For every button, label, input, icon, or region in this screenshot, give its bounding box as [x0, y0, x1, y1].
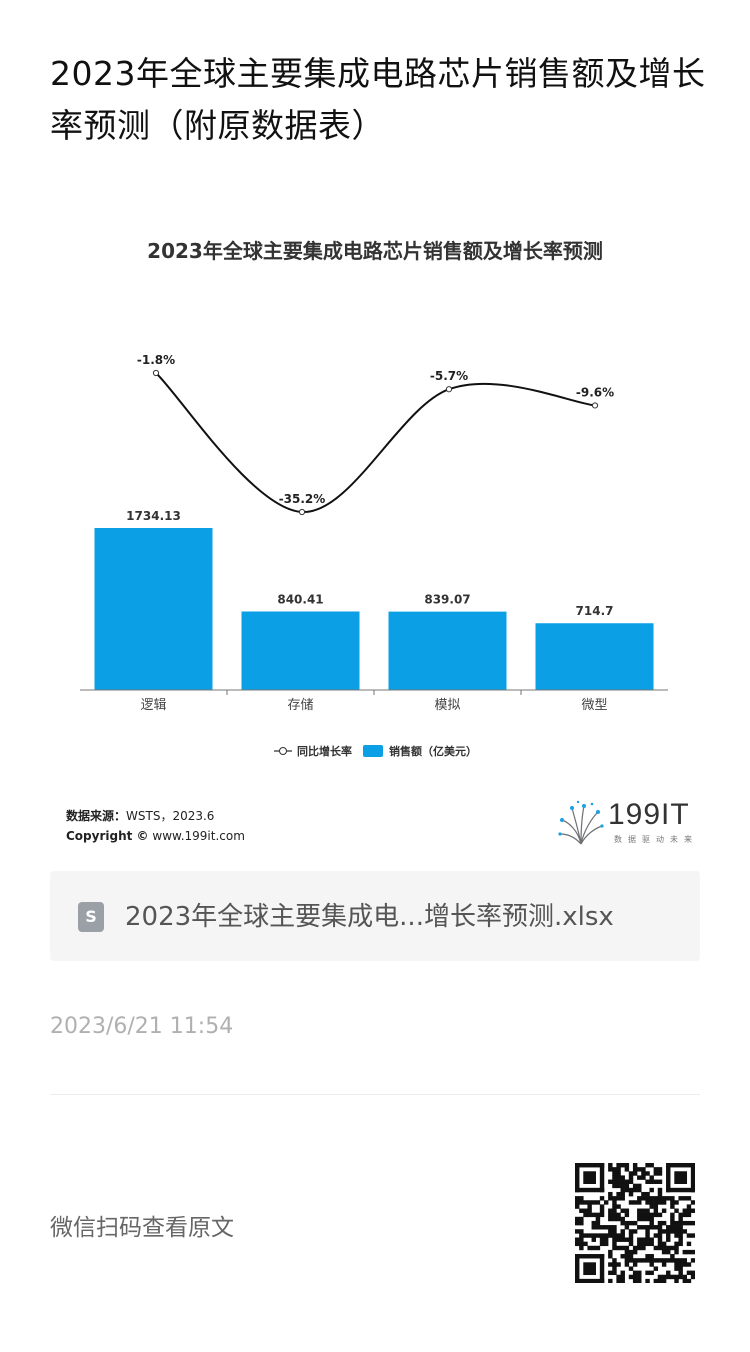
growth-label-1: -35.2%: [279, 492, 326, 506]
growth-point-0: [152, 369, 160, 377]
timestamp: 2023/6/21 11:54: [50, 1014, 234, 1039]
logo-text: 199IT: [608, 798, 690, 831]
x-tick-label-1: 存储: [287, 698, 313, 713]
growth-label-2: -5.7%: [430, 369, 468, 383]
chart-title: 2023年全球主要集成电路芯片销售额及增长率预测: [147, 239, 603, 263]
x-tick-label-3: 微型: [581, 698, 607, 713]
qr-code-icon[interactable]: [575, 1163, 695, 1283]
bar-value-label-0: 1734.13: [126, 509, 181, 523]
source-value: WSTS，2023.6: [126, 809, 215, 823]
growth-rate-line: [155, 372, 596, 514]
legend-label-sales: 销售额（亿美元）: [389, 744, 477, 758]
growth-point-1: [298, 508, 306, 516]
bar-2: [388, 611, 507, 690]
growth-label-3: -9.6%: [576, 385, 614, 399]
line-layer: -1.8% -35.2% -5.7% -9.6%: [137, 353, 614, 516]
scan-prompt: 微信扫码查看原文: [50, 1215, 234, 1241]
bar-3: [535, 623, 654, 690]
source-label: 数据来源：: [66, 809, 127, 823]
bar-value-label-1: 840.41: [277, 592, 323, 606]
bars-layer: 1734.13 840.41 839.07 714.7: [94, 509, 654, 690]
dandelion-logo-icon: [558, 800, 604, 845]
growth-label-0: -1.8%: [137, 353, 175, 367]
bar-0: [94, 528, 213, 690]
axis-layer: 逻辑 存储 模拟 微型: [80, 689, 668, 713]
legend-layer: 同比增长率 销售额（亿美元）: [274, 744, 477, 758]
source-block: 数据来源：WSTS，2023.6 Copyright © www.199it.c…: [66, 806, 245, 846]
x-tick-label-0: 逻辑: [140, 698, 166, 713]
legend-label-growth: 同比增长率: [297, 744, 352, 758]
legend-bar-swatch: [363, 745, 383, 757]
chart: 2023年全球主要集成电路芯片销售额及增长率预测 1734.13 840.41 83…: [80, 239, 668, 758]
bar-value-label-3: 714.7: [576, 604, 614, 618]
logo-tagline: 数据驱动未来: [614, 835, 698, 844]
x-tick-label-2: 模拟: [434, 698, 460, 713]
brand-logo: 199IT 数据驱动未来: [558, 798, 708, 848]
file-s-icon: S: [78, 902, 104, 932]
copyright-value: www.199it.com: [152, 829, 245, 843]
bar-value-label-2: 839.07: [424, 593, 470, 607]
file-name[interactable]: 2023年全球主要集成电...增长率预测.xlsx: [125, 902, 614, 932]
growth-point-3: [591, 402, 599, 409]
divider: [50, 1094, 700, 1095]
copyright-label: Copyright ©: [66, 829, 149, 843]
attachment-file-card[interactable]: S 2023年全球主要集成电...增长率预测.xlsx: [50, 871, 700, 961]
bar-1: [241, 611, 360, 690]
growth-point-2: [445, 386, 453, 393]
legend-line-marker: [279, 747, 287, 755]
page-title: 2023年全球主要集成电路芯片销售额及增长率预测（附原数据表）: [50, 54, 706, 145]
chart-card: 2023年全球主要集成电路芯片销售额及增长率预测 1734.13 840.41 83…: [50, 212, 700, 852]
